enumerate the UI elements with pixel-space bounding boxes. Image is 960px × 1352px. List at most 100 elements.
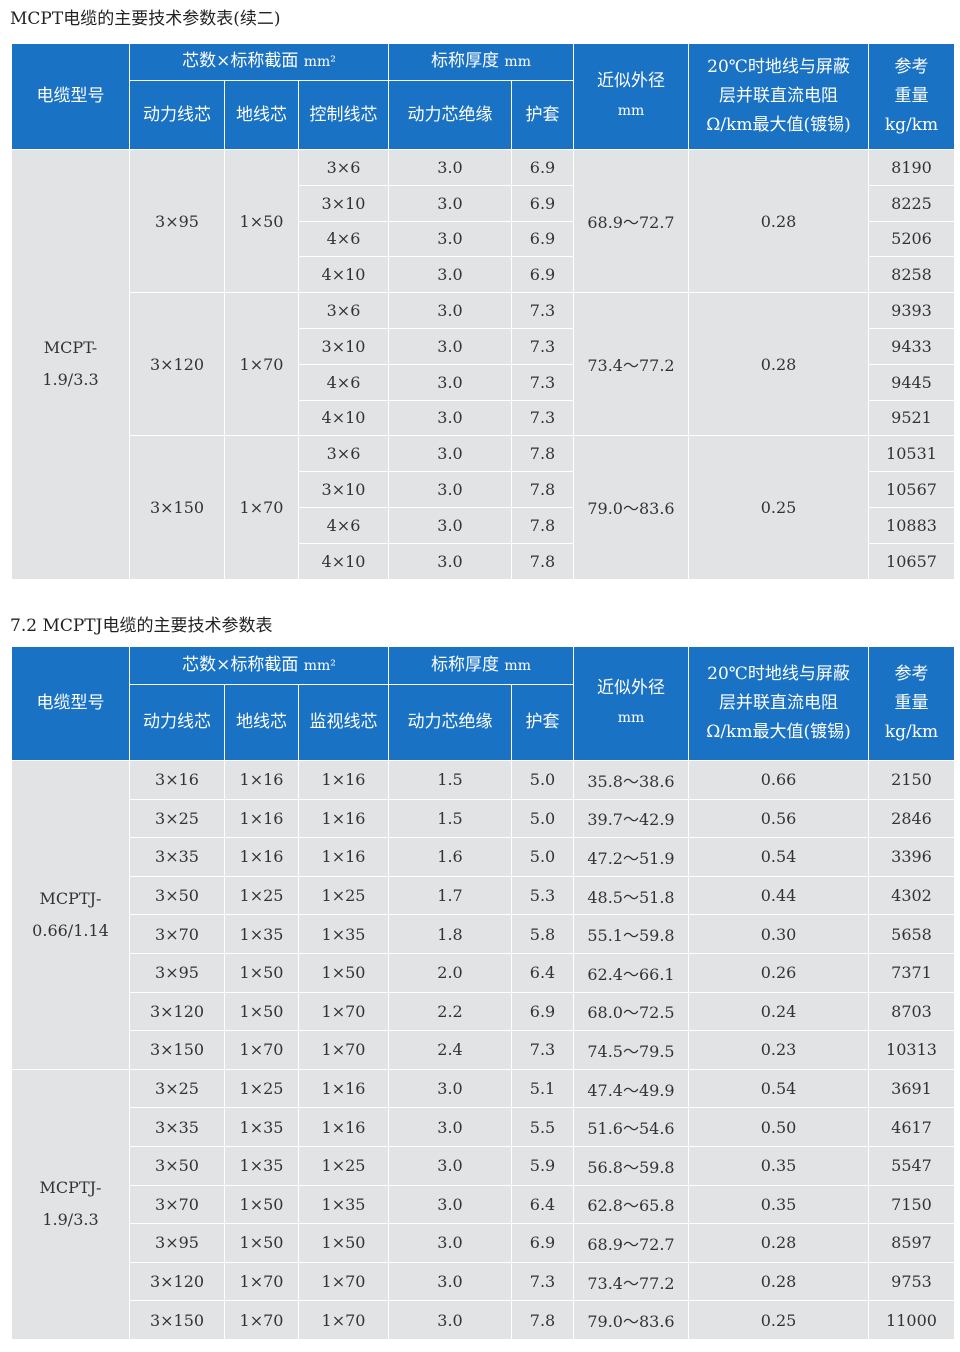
monitor-core: 1×16: [298, 1068, 389, 1109]
reference-weight: 9753: [868, 1261, 955, 1302]
header-thickness-label: 标称厚度: [431, 51, 500, 71]
header-weight-line: kg/km: [884, 115, 939, 135]
table-row: 4×10 3.0 7.8 10657: [12, 542, 955, 580]
monitor-core: 1×25: [298, 875, 389, 916]
table-row: 3×10 3.0 7.3 9433: [12, 327, 955, 365]
power-core: 3×150: [129, 435, 225, 580]
model-line: MCPTJ-: [39, 1178, 102, 1198]
table-row: 3×120 1×70 1×70 3.0 7.3 73.4～77.2 0.28 9753: [12, 1261, 955, 1302]
outer-diameter: 47.2～51.9: [573, 837, 689, 877]
header-thickness-col: 护套: [511, 684, 574, 761]
dc-resistance: 0.25: [688, 435, 869, 580]
ground-core: 1×70: [224, 1300, 299, 1340]
mcpt-parameters-table: 电缆型号 芯数×标称截面 mm² 标称厚度 mm 近似外径 mm 20℃时地线与屏蔽 层并联…: [11, 43, 955, 580]
header-weight-line: kg/km: [884, 722, 939, 742]
ground-core: 1×35: [224, 914, 299, 954]
mcptj-parameters-table: 电缆型号 芯数×标称截面 mm² 标称厚度 mm 近似外径 mm 20℃时地线与屏蔽 层并联…: [11, 646, 955, 1340]
power-core: 3×50: [129, 1145, 225, 1186]
header-core-unit: mm²: [303, 657, 336, 674]
header-resistance-line: 层并联直流电阻: [719, 86, 838, 106]
model-line: 1.9/3.3: [42, 1210, 99, 1230]
table-row: 3×35 1×35 1×16 3.0 5.5 51.6～54.6 0.50 4617: [12, 1107, 955, 1147]
table-row: 4×10 3.0 6.9 8258: [12, 256, 955, 294]
control-core: 4×10: [298, 399, 389, 437]
reference-weight: 9445: [868, 363, 955, 401]
header-core-group: 芯数×标称截面 mm²: [129, 646, 389, 685]
reference-weight: 11000: [868, 1300, 955, 1340]
insulation-thickness: 3.0: [388, 1107, 512, 1147]
dc-resistance: 0.54: [688, 1068, 869, 1109]
power-core: 3×150: [129, 1300, 225, 1340]
header-core-col: 控制线芯: [298, 80, 389, 150]
header-resistance: 20℃时地线与屏蔽 层并联直流电阻 Ω/km最大值(镀锡): [688, 43, 869, 150]
power-core: 3×95: [129, 148, 225, 294]
table-row: 3×70 1×50 1×35 3.0 6.4 62.8～65.8 0.35 7150: [12, 1184, 955, 1225]
table-row: 3×50 1×35 1×25 3.0 5.9 56.8～59.8 0.35 5547: [12, 1145, 955, 1186]
header-core-col: 地线芯: [224, 684, 299, 761]
ground-core: 1×25: [224, 1068, 299, 1109]
ground-core: 1×35: [224, 1107, 299, 1147]
header-diameter: 近似外径 mm: [573, 43, 689, 150]
header-weight: 参考 重量 kg/km: [868, 43, 955, 150]
dc-resistance: 0.26: [688, 952, 869, 993]
header-core-unit: mm²: [303, 54, 336, 70]
insulation-thickness: 3.0: [388, 1261, 512, 1302]
sheath-thickness: 6.9: [511, 184, 574, 222]
sheath-thickness: 6.9: [511, 256, 574, 294]
insulation-thickness: 3.0: [388, 256, 512, 294]
control-core: 4×6: [298, 506, 389, 544]
sheath-thickness: 6.9: [511, 991, 574, 1032]
ground-core: 1×50: [224, 952, 299, 993]
insulation-thickness: 3.0: [388, 1184, 512, 1225]
control-core: 4×6: [298, 363, 389, 401]
ground-core: 1×70: [224, 1030, 299, 1070]
sheath-thickness: 5.0: [511, 760, 574, 800]
monitor-core: 1×16: [298, 760, 389, 800]
reference-weight: 5206: [868, 220, 955, 258]
power-core: 3×16: [129, 760, 225, 800]
header-thickness-unit: mm: [504, 657, 531, 674]
dc-resistance: 0.28: [688, 1223, 869, 1263]
table-row: 3×120 1×70 3×6 3.0 7.3 73.4～77.2 0.28 9393: [12, 292, 955, 437]
header-core-col: 监视线芯: [298, 684, 389, 761]
sheath-thickness: 7.8: [511, 506, 574, 544]
table2-caption: 7.2 MCPTJ电缆的主要技术参数表: [10, 616, 273, 636]
control-core: 3×6: [298, 292, 389, 329]
outer-diameter: 79.0～83.6: [573, 435, 689, 580]
insulation-thickness: 3.0: [388, 1145, 512, 1186]
outer-diameter: 47.4～49.9: [573, 1068, 689, 1109]
sheath-thickness: 6.4: [511, 1184, 574, 1225]
table-row: MCPTJ- 1.9/3.3 3×25 1×25 1×16 3.0 5.1 47.4～49.9…: [11, 1068, 955, 1340]
monitor-core: 1×70: [298, 1261, 389, 1302]
power-core: 3×120: [129, 292, 225, 437]
header-thickness-col: 动力芯绝缘: [388, 80, 512, 150]
sheath-thickness: 6.4: [511, 952, 574, 993]
ground-core: 1×25: [224, 875, 299, 916]
dc-resistance: 0.66: [688, 760, 869, 800]
table-row: 3×150 1×70 1×70 3.0 7.8 79.0～83.6 0.25 11000: [12, 1300, 955, 1340]
dc-resistance: 0.44: [688, 875, 869, 916]
ground-core: 1×50: [224, 991, 299, 1032]
header-diameter-label: 近似外径: [597, 678, 665, 698]
sheath-thickness: 7.8: [511, 1300, 574, 1340]
ground-core: 1×50: [224, 1223, 299, 1263]
header-weight-line: 重量: [894, 693, 929, 713]
header-thickness-label: 标称厚度: [431, 654, 500, 675]
header-thickness-group: 标称厚度 mm: [388, 646, 574, 685]
outer-diameter: 62.8～65.8: [573, 1184, 689, 1225]
reference-weight: 7371: [868, 952, 955, 993]
ground-core: 1×16: [224, 837, 299, 877]
outer-diameter: 51.6～54.6: [573, 1107, 689, 1147]
header-model: 电缆型号: [11, 646, 130, 761]
reference-weight: 8258: [868, 256, 955, 294]
model-line: 1.9/3.3: [42, 370, 99, 390]
table-row: 3×25 1×16 1×16 1.5 5.0 39.7～42.9 0.56 2846: [12, 798, 955, 839]
dc-resistance: 0.28: [688, 148, 869, 294]
control-core: 3×10: [298, 184, 389, 222]
dc-resistance: 0.30: [688, 914, 869, 954]
insulation-thickness: 3.0: [388, 220, 512, 258]
reference-weight: 10883: [868, 506, 955, 544]
dc-resistance: 0.25: [688, 1300, 869, 1340]
sheath-thickness: 5.8: [511, 914, 574, 954]
reference-weight: 10531: [868, 435, 955, 473]
